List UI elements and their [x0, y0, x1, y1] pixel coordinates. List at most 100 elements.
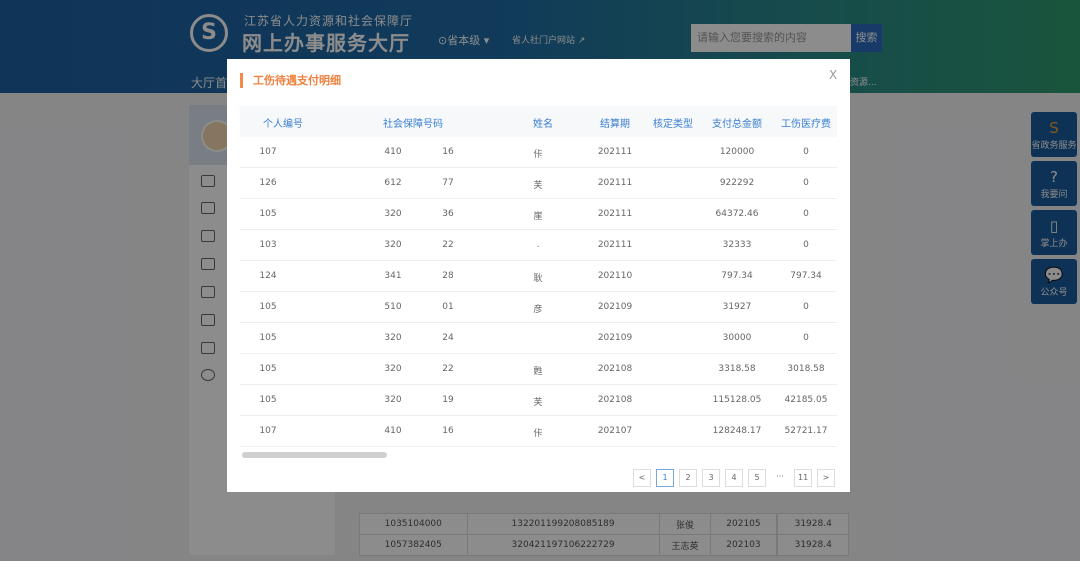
cell-ssn-prefix: 320 — [384, 395, 402, 405]
cell-ssn-prefix: 320 — [384, 240, 402, 250]
page-button[interactable]: 5 — [748, 469, 766, 487]
cell-total-amount: 31927 — [722, 302, 752, 312]
location-icon: ⊙ — [438, 34, 448, 47]
cell-medical-fee: 0 — [803, 240, 809, 250]
portal-link[interactable]: 省人社门户网站 ↗ — [512, 36, 586, 46]
table-row: 105 510 01 彦 202109 31927 0 — [240, 292, 837, 323]
chart-icon[interactable] — [201, 342, 215, 354]
search-input[interactable]: 请输入您要搜索的内容 — [691, 24, 851, 52]
cell-ssn-suffix: 77 — [442, 178, 454, 188]
cell-name: 佧 — [533, 150, 543, 160]
hall-title: 网上办事服务大厅 — [242, 31, 410, 55]
cell-period: 202111 — [597, 147, 633, 157]
heart-icon[interactable] — [201, 230, 215, 242]
cell-ssn-prefix: 410 — [384, 426, 402, 436]
wechat-button[interactable]: 💬 公众号 — [1031, 259, 1077, 304]
next-page-button[interactable]: > — [817, 469, 835, 487]
close-icon[interactable]: X — [829, 68, 838, 82]
cell-name: 耿 — [533, 274, 543, 284]
cell-ssn-prefix: 320 — [384, 209, 402, 219]
cell-ssn-suffix: 36 — [442, 209, 454, 219]
table-row: 126 612 77 芙 202111 922292 0 — [240, 168, 837, 199]
search-button[interactable]: 搜索 — [851, 24, 882, 52]
cell-period: 202111 — [597, 240, 633, 250]
table-row: 105 320 24 202109 30000 0 — [240, 323, 837, 354]
cell-period: 202111 — [597, 178, 633, 188]
horizontal-scrollbar[interactable] — [242, 452, 387, 458]
cell-name: 崖 — [533, 212, 543, 222]
page-button[interactable]: 2 — [679, 469, 697, 487]
cell-ssn-suffix: 19 — [442, 395, 454, 405]
cell-name: 芙 — [533, 181, 543, 191]
phone-icon: ▯ — [1049, 217, 1059, 235]
cell-period: 202109 — [597, 302, 633, 312]
table-row: 105 320 22 甦 202108 3318.58 3018.58 — [240, 354, 837, 385]
cell-ssn-suffix: 22 — [442, 364, 454, 374]
column-header: 支付总金额 — [712, 119, 762, 130]
home-icon[interactable] — [201, 175, 215, 187]
pagination-ellipsis: ··· — [776, 472, 784, 481]
cell-person-id: 107 — [259, 426, 277, 436]
page-button[interactable]: 3 — [702, 469, 720, 487]
cell-ssn-suffix: 16 — [442, 147, 454, 157]
cell-period: 202109 — [597, 333, 633, 343]
cell-total-amount: 922292 — [719, 178, 755, 188]
table-row: 107 410 16 佧 202107 128248.17 52721.17 — [240, 416, 837, 447]
mobile-button[interactable]: ▯ 掌上办 — [1031, 210, 1077, 255]
column-header: 核定类型 — [653, 119, 693, 130]
question-icon: ? — [1050, 168, 1058, 186]
gov-service-button[interactable]: S 省政务服务 — [1031, 112, 1077, 157]
cell-medical-fee: 42185.05 — [784, 395, 828, 405]
wechat-icon: 💬 — [1044, 266, 1064, 284]
cell-ssn-suffix: 28 — [442, 271, 454, 281]
list-icon[interactable] — [201, 202, 215, 214]
nav-right[interactable]: 资源... — [850, 78, 877, 88]
cell-person-id: 107 — [259, 147, 277, 157]
cell-medical-fee: 0 — [803, 178, 809, 188]
cell-ssn-prefix: 320 — [384, 333, 402, 343]
cell-medical-fee: 3018.58 — [787, 364, 825, 374]
table-row: 1035104000 132201199208085189 张俊 202105 3192… — [359, 513, 849, 535]
table-row: 103 320 22. 202111 32333 0 — [240, 230, 837, 261]
truck-icon[interactable] — [201, 286, 215, 298]
page-button[interactable]: 11 — [794, 469, 813, 487]
level-selector[interactable]: ⊙省本级 ▾ — [438, 34, 490, 47]
cell-total-amount: 64372.46 — [715, 209, 759, 219]
cell-person-id: 105 — [259, 395, 277, 405]
cell-name: 芙 — [533, 398, 543, 408]
cell-name: 甦 — [533, 367, 543, 377]
column-header: 工伤医疗费 — [781, 119, 831, 130]
background-table: 1035104000 132201199208085189 张俊 202105 3192… — [359, 513, 849, 556]
cell-ssn-suffix: 16 — [442, 426, 454, 436]
cell-ssn-prefix: 612 — [384, 178, 402, 188]
table-header: 个人编号 社会保障号码 姓名 结算期 核定类型 支付总金额 工伤医疗费 — [240, 106, 837, 137]
document-icon[interactable] — [201, 258, 215, 270]
page-button[interactable]: 1 — [656, 469, 674, 487]
cell-person-id: 105 — [259, 209, 277, 219]
cell-period: 202111 — [597, 209, 633, 219]
cell-person-id: 103 — [259, 240, 277, 250]
cell-period: 202108 — [597, 395, 633, 405]
cell-ssn-prefix: 410 — [384, 147, 402, 157]
cell-total-amount: 30000 — [722, 333, 752, 343]
column-header: 结算期 — [600, 119, 630, 130]
cell-name: 彦 — [533, 305, 543, 315]
column-header: 社会保障号码 — [383, 119, 443, 130]
modal-title: 工伤待遇支付明细 — [240, 73, 341, 88]
payment-detail-modal: 工伤待遇支付明细 X 个人编号 社会保障号码 姓名 结算期 核定类型 支付总金额 工伤医疗费… — [227, 59, 850, 492]
gov-logo-icon: S — [1049, 119, 1059, 137]
cell-medical-fee: 0 — [803, 333, 809, 343]
cell-person-id: 105 — [259, 364, 277, 374]
settings-icon[interactable] — [201, 369, 215, 381]
cell-name: . — [536, 240, 540, 250]
cell-total-amount: 3318.58 — [718, 364, 756, 374]
page-button[interactable]: 4 — [725, 469, 743, 487]
cell-total-amount: 115128.05 — [712, 395, 762, 405]
cell-medical-fee: 52721.17 — [784, 426, 828, 436]
org-name: 江苏省人力资源和社会保障厅 — [244, 14, 414, 28]
form-icon[interactable] — [201, 314, 215, 326]
ask-button[interactable]: ? 我要问 — [1031, 161, 1077, 206]
cell-person-id: 105 — [259, 333, 277, 343]
prev-page-button[interactable]: < — [633, 469, 651, 487]
cell-ssn-suffix: 01 — [442, 302, 454, 312]
